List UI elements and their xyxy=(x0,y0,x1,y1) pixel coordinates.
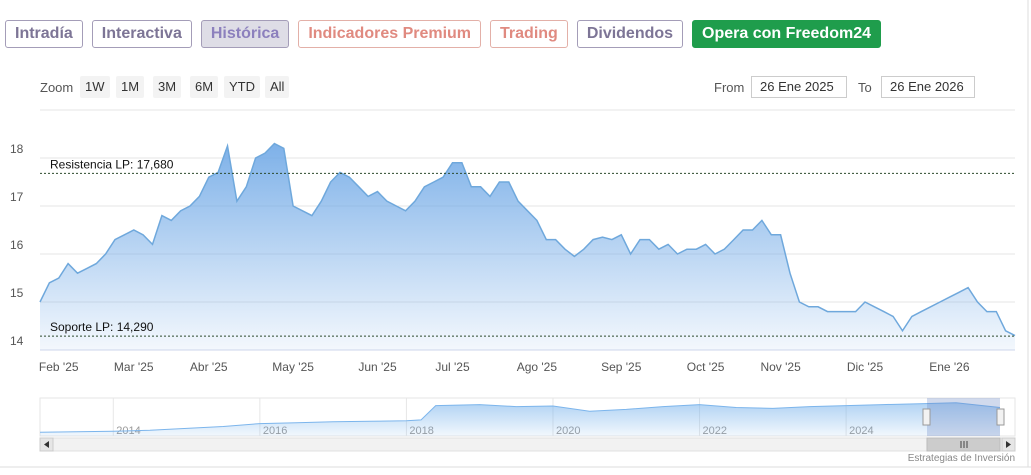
x-tick-label: Ago '25 xyxy=(517,360,558,374)
y-tick-label: 17 xyxy=(10,190,24,204)
y-tick-label: 15 xyxy=(10,286,24,300)
from-label: From xyxy=(714,80,745,95)
x-tick-label: Mar '25 xyxy=(114,360,154,374)
credits: Estrategias de Inversión xyxy=(908,453,1015,464)
range-selector: Zoom 1W 1M 3M 6M YTD All From 26 Ene 202… xyxy=(40,76,975,98)
x-tick-label: Oct '25 xyxy=(687,360,725,374)
x-tick-label: May '25 xyxy=(272,360,314,374)
navigator-line xyxy=(39,402,1001,433)
tab[interactable]: Indicadores Premium xyxy=(298,20,482,48)
tab-selected[interactable]: Histórica xyxy=(200,20,290,48)
zoom-button[interactable]: 1W xyxy=(80,76,110,98)
to-label: To xyxy=(858,80,872,95)
x-tick-label: Abr '25 xyxy=(190,360,228,374)
x-tick-label: Jul '25 xyxy=(435,360,470,374)
x-tick-label: Nov '25 xyxy=(760,360,801,374)
navigator-handle[interactable] xyxy=(922,408,931,426)
tab[interactable]: Trading xyxy=(490,20,568,48)
y-tick-label: 18 xyxy=(10,142,24,156)
y-tick-label: 16 xyxy=(10,238,24,252)
navigator-area xyxy=(40,402,1000,436)
zoom-label: Zoom xyxy=(40,80,74,95)
tab[interactable]: Interactiva xyxy=(91,20,192,48)
line xyxy=(39,142,1016,337)
to-input[interactable]: 26 Ene 2026 xyxy=(881,76,975,98)
x-tick-label: Sep '25 xyxy=(601,360,642,374)
zoom-button[interactable]: YTD xyxy=(224,76,260,98)
x-tick-label: Feb '25 xyxy=(39,360,79,374)
x-tick-label: Dic '25 xyxy=(847,360,884,374)
tab-bar: Intradía Interactiva Histórica Indicador… xyxy=(5,20,881,48)
zoom-button[interactable]: 3M xyxy=(153,76,182,98)
zoom-button[interactable]: 1M xyxy=(116,76,145,98)
zoom-button[interactable]: 6M xyxy=(190,76,219,98)
navigator-handle[interactable] xyxy=(996,408,1005,426)
scrollbar-track[interactable] xyxy=(39,437,1016,452)
area xyxy=(40,143,1015,350)
y-tick-label: 14 xyxy=(10,334,24,348)
x-tick-label: Ene '26 xyxy=(929,360,970,374)
tab[interactable]: Dividendos xyxy=(576,20,684,48)
arrow xyxy=(1006,441,1011,448)
grip xyxy=(960,441,968,448)
navigator-selection[interactable] xyxy=(927,398,1000,436)
annotation-label: Resistencia LP: 17,680 xyxy=(50,157,174,171)
annotation-label: Soporte LP: 14,290 xyxy=(50,320,154,334)
tab[interactable]: Intradía xyxy=(5,20,83,48)
from-input[interactable]: 26 Ene 2025 xyxy=(751,76,847,98)
zoom-button[interactable]: All xyxy=(265,76,290,98)
x-tick-label: Jun '25 xyxy=(358,360,397,374)
cta-button[interactable]: Opera con Freedom24 xyxy=(692,20,881,48)
arrow xyxy=(44,441,49,448)
